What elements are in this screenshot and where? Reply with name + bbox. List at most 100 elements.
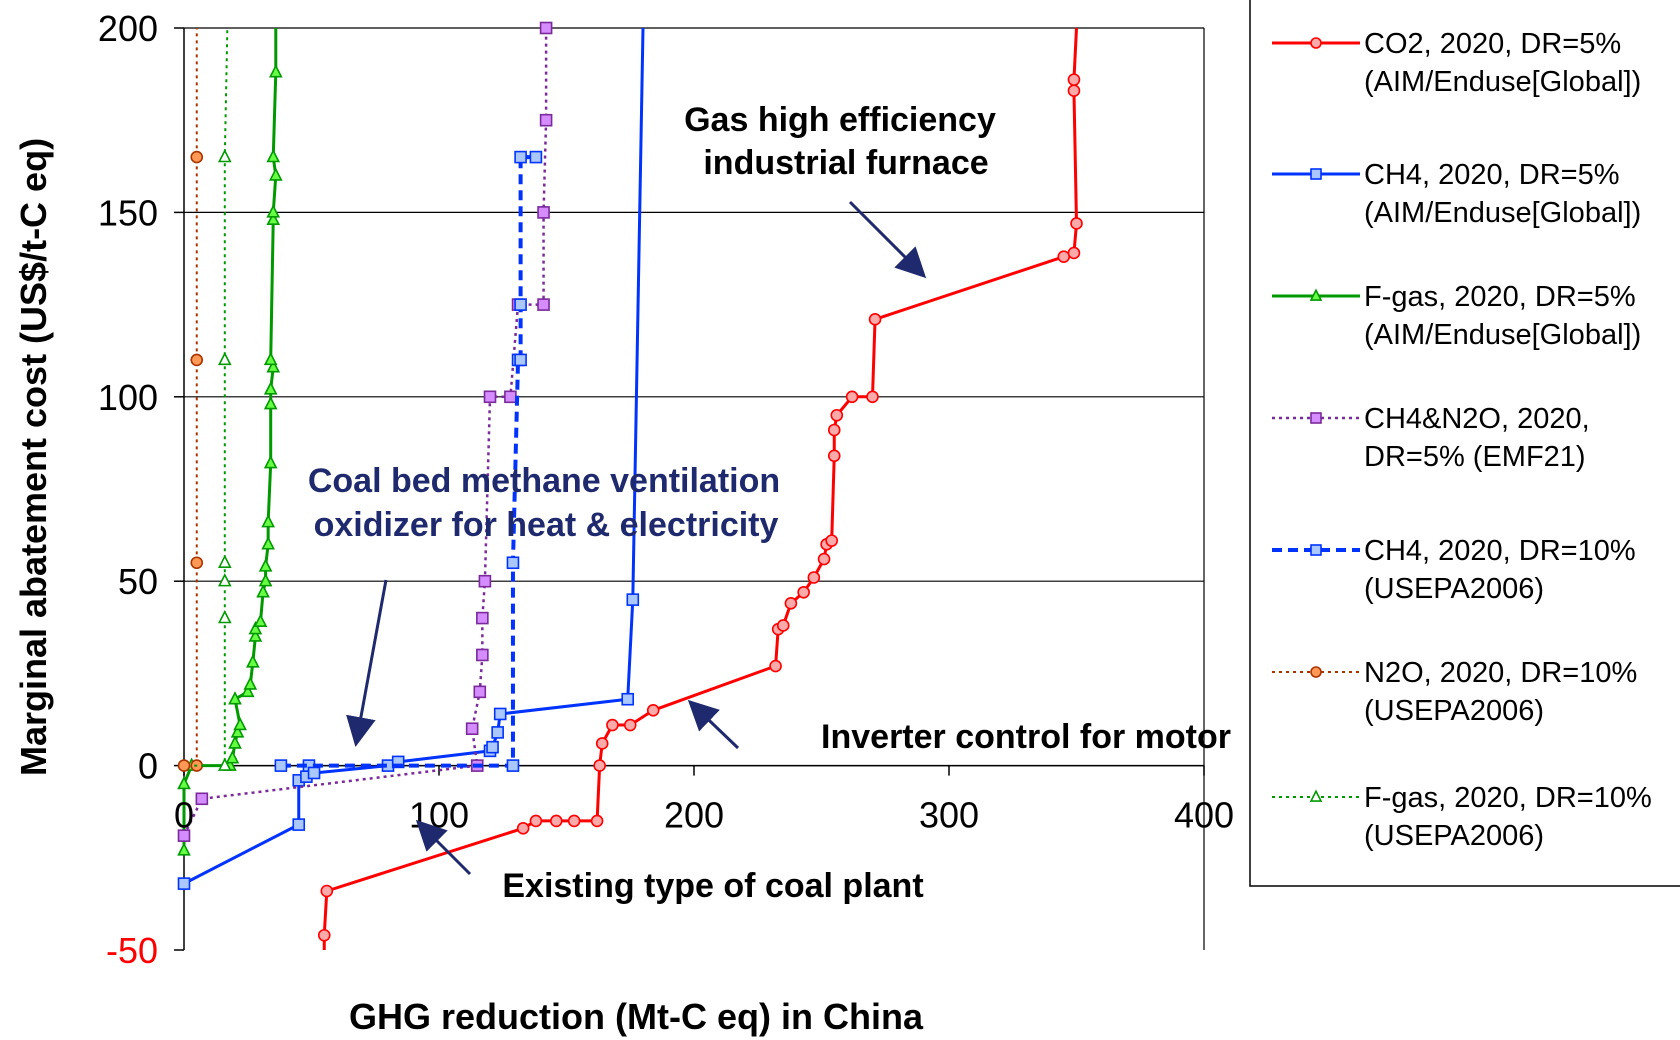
y-tick-label: 50	[118, 561, 158, 602]
data-point	[486, 740, 499, 754]
data-point	[217, 351, 232, 366]
legend-item: F-gas, 2020, DR=10% (USEPA2006)	[1272, 782, 1652, 852]
data-point	[258, 558, 273, 572]
x-tick-label: 200	[664, 795, 724, 836]
legend-item: N2O, 2020, DR=10% (USEPA2006)	[1272, 657, 1637, 727]
data-point	[537, 206, 550, 219]
legend-label: (AIM/Enduse[Global])	[1364, 197, 1641, 229]
legend-label: F-gas, 2020, DR=10%	[1364, 782, 1652, 814]
data-point	[623, 718, 637, 732]
data-point	[320, 884, 334, 898]
data-point	[606, 718, 619, 732]
data-point	[769, 659, 782, 673]
legend-item: CO2, 2020, DR=5% (AIM/Enduse[Global])	[1272, 28, 1641, 98]
data-point	[646, 703, 660, 717]
legend-label: CH4&N2O, 2020,	[1364, 403, 1590, 435]
data-point	[537, 298, 550, 311]
legend-swatch-marker	[1310, 412, 1322, 424]
data-point	[261, 536, 275, 550]
annotation-inverter-arrow	[687, 699, 740, 750]
data-point	[514, 298, 527, 311]
legend-label: N2O, 2020, DR=10%	[1364, 657, 1637, 689]
legend-label: CO2, 2020, DR=5%	[1364, 28, 1621, 60]
data-point	[506, 556, 520, 570]
data-point	[866, 390, 879, 404]
data-point	[590, 814, 604, 828]
data-point	[248, 621, 263, 635]
data-point	[465, 722, 479, 736]
series-line	[322, 27, 1078, 950]
data-point	[797, 585, 810, 599]
data-point	[784, 597, 798, 610]
legend: CO2, 2020, DR=5% (AIM/Enduse[Global]) CH4,…	[1272, 28, 1652, 852]
data-point	[177, 877, 191, 890]
data-point	[807, 571, 821, 584]
data-point	[292, 818, 306, 831]
data-point	[190, 150, 204, 164]
legend-label: (AIM/Enduse[Global])	[1364, 66, 1641, 98]
legend-swatch-marker	[1310, 666, 1322, 678]
annotation-gas-furnace: Gas high efficiency industrial furnace	[684, 101, 996, 279]
series-1	[177, 27, 645, 890]
data-point	[529, 814, 543, 828]
data-point	[506, 759, 520, 772]
annotation-gas-furnace-arrow	[848, 200, 927, 279]
data-point	[177, 775, 191, 790]
tick-labels: 0 100 200 300 400 -50 0 50 100 150 200	[98, 8, 1234, 971]
data-point	[827, 449, 841, 463]
data-point	[317, 928, 331, 942]
legend-label: DR=5% (EMF21)	[1364, 441, 1586, 473]
legend-swatch-marker	[1310, 37, 1322, 49]
data-point	[539, 113, 553, 127]
data-point	[258, 573, 273, 587]
y-tick-label: -50	[106, 930, 158, 971]
data-point	[274, 759, 288, 772]
data-point	[1057, 250, 1071, 263]
x-tick-label: 300	[919, 795, 979, 836]
data-point	[549, 814, 563, 828]
annotation-coal-plant-line1: Existing type of coal plant	[502, 867, 923, 905]
series-layer	[177, 21, 1083, 950]
legend-swatch-marker	[1310, 168, 1322, 180]
data-point	[263, 381, 278, 395]
data-point	[830, 408, 844, 422]
annotation-coal-bed-methane: Coal bed methane ventilation oxidizer fo…	[308, 462, 780, 747]
data-point	[493, 707, 507, 721]
data-point	[504, 390, 517, 404]
data-point	[817, 552, 831, 566]
data-point	[1067, 84, 1081, 97]
data-point	[1067, 73, 1081, 86]
legend-label: CH4, 2020, DR=10%	[1364, 535, 1636, 567]
annotation-gas-furnace-line1: Gas high efficiency	[684, 101, 996, 139]
annotation-gas-furnace-line2: industrial furnace	[703, 144, 988, 182]
data-point	[514, 353, 527, 367]
data-point	[868, 313, 882, 326]
legend-item: CH4&N2O, 2020, DR=5% (EMF21)	[1272, 403, 1590, 473]
legend-label: F-gas, 2020, DR=5%	[1364, 281, 1636, 313]
annotation-coal-plant-arrow	[415, 819, 472, 876]
data-point	[266, 211, 281, 226]
legend-label: (USEPA2006)	[1364, 820, 1544, 852]
data-point	[478, 574, 492, 588]
legend-item: F-gas, 2020, DR=5% (AIM/Enduse[Global])	[1272, 281, 1641, 351]
data-point	[190, 353, 204, 367]
series-4	[274, 150, 543, 772]
data-point	[177, 829, 191, 842]
data-point	[593, 759, 606, 772]
data-point	[240, 683, 255, 698]
data-point	[263, 351, 278, 366]
data-point	[825, 534, 839, 547]
x-tick-label: 400	[1174, 795, 1234, 836]
data-point	[1070, 217, 1083, 230]
x-axis-title: GHG reduction (Mt-C eq) in China	[349, 996, 924, 1037]
data-point	[217, 148, 232, 163]
data-point	[483, 390, 497, 404]
data-point	[263, 455, 278, 469]
data-point	[195, 792, 209, 806]
data-point	[225, 750, 240, 764]
annotation-inverter-line1: Inverter control for motor	[821, 718, 1231, 756]
series-line	[194, 27, 229, 767]
data-point	[233, 716, 247, 731]
data-point	[268, 64, 283, 78]
